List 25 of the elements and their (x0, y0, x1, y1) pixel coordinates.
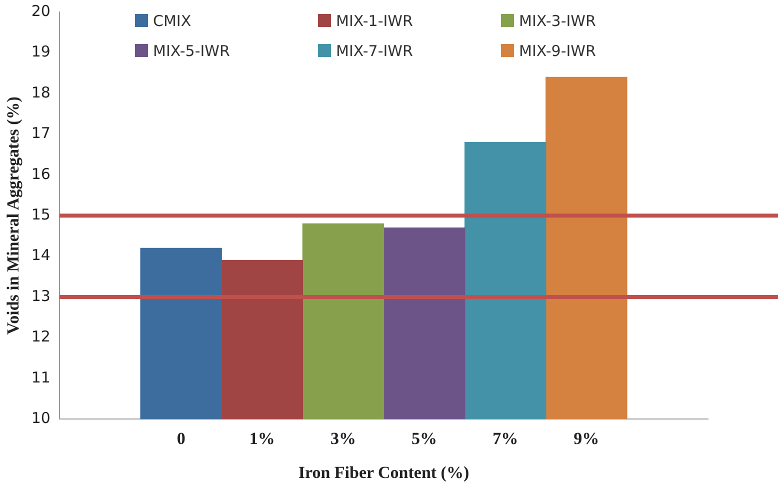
legend-label: MIX-5-IWR (153, 42, 230, 60)
y-tick-label: 13 (31, 286, 50, 305)
x-tick-label: 9% (574, 428, 600, 448)
y-tick-label: 15 (31, 205, 50, 224)
y-tick-label: 16 (31, 164, 50, 183)
legend-label: MIX-7-IWR (336, 42, 413, 60)
legend-label: CMIX (153, 12, 192, 30)
y-axis-title: Voids in Mineral Aggregates (%) (4, 96, 23, 335)
legend-label: MIX-9-IWR (519, 42, 596, 60)
x-tick-label: 1% (249, 428, 275, 448)
y-tick-label: 10 (31, 409, 50, 428)
y-tick-label: 20 (31, 2, 50, 20)
y-tick-label: 11 (31, 368, 50, 386)
y-tick-label: 12 (31, 328, 50, 346)
x-axis-title: Iron Fiber Content (%) (298, 463, 470, 482)
y-tick-label: 18 (31, 83, 50, 102)
x-tick-label: 7% (492, 428, 518, 448)
x-tick-label: 0 (176, 428, 186, 448)
y-tick-label: 14 (31, 246, 50, 264)
y-tick-label: 17 (31, 124, 50, 142)
y-tick-label: 19 (31, 42, 50, 61)
legend-label: MIX-1-IWR (336, 12, 413, 30)
x-tick-label: 3% (330, 428, 356, 448)
x-tick-label: 5% (412, 428, 438, 448)
legend-label: MIX-3-IWR (519, 12, 596, 30)
